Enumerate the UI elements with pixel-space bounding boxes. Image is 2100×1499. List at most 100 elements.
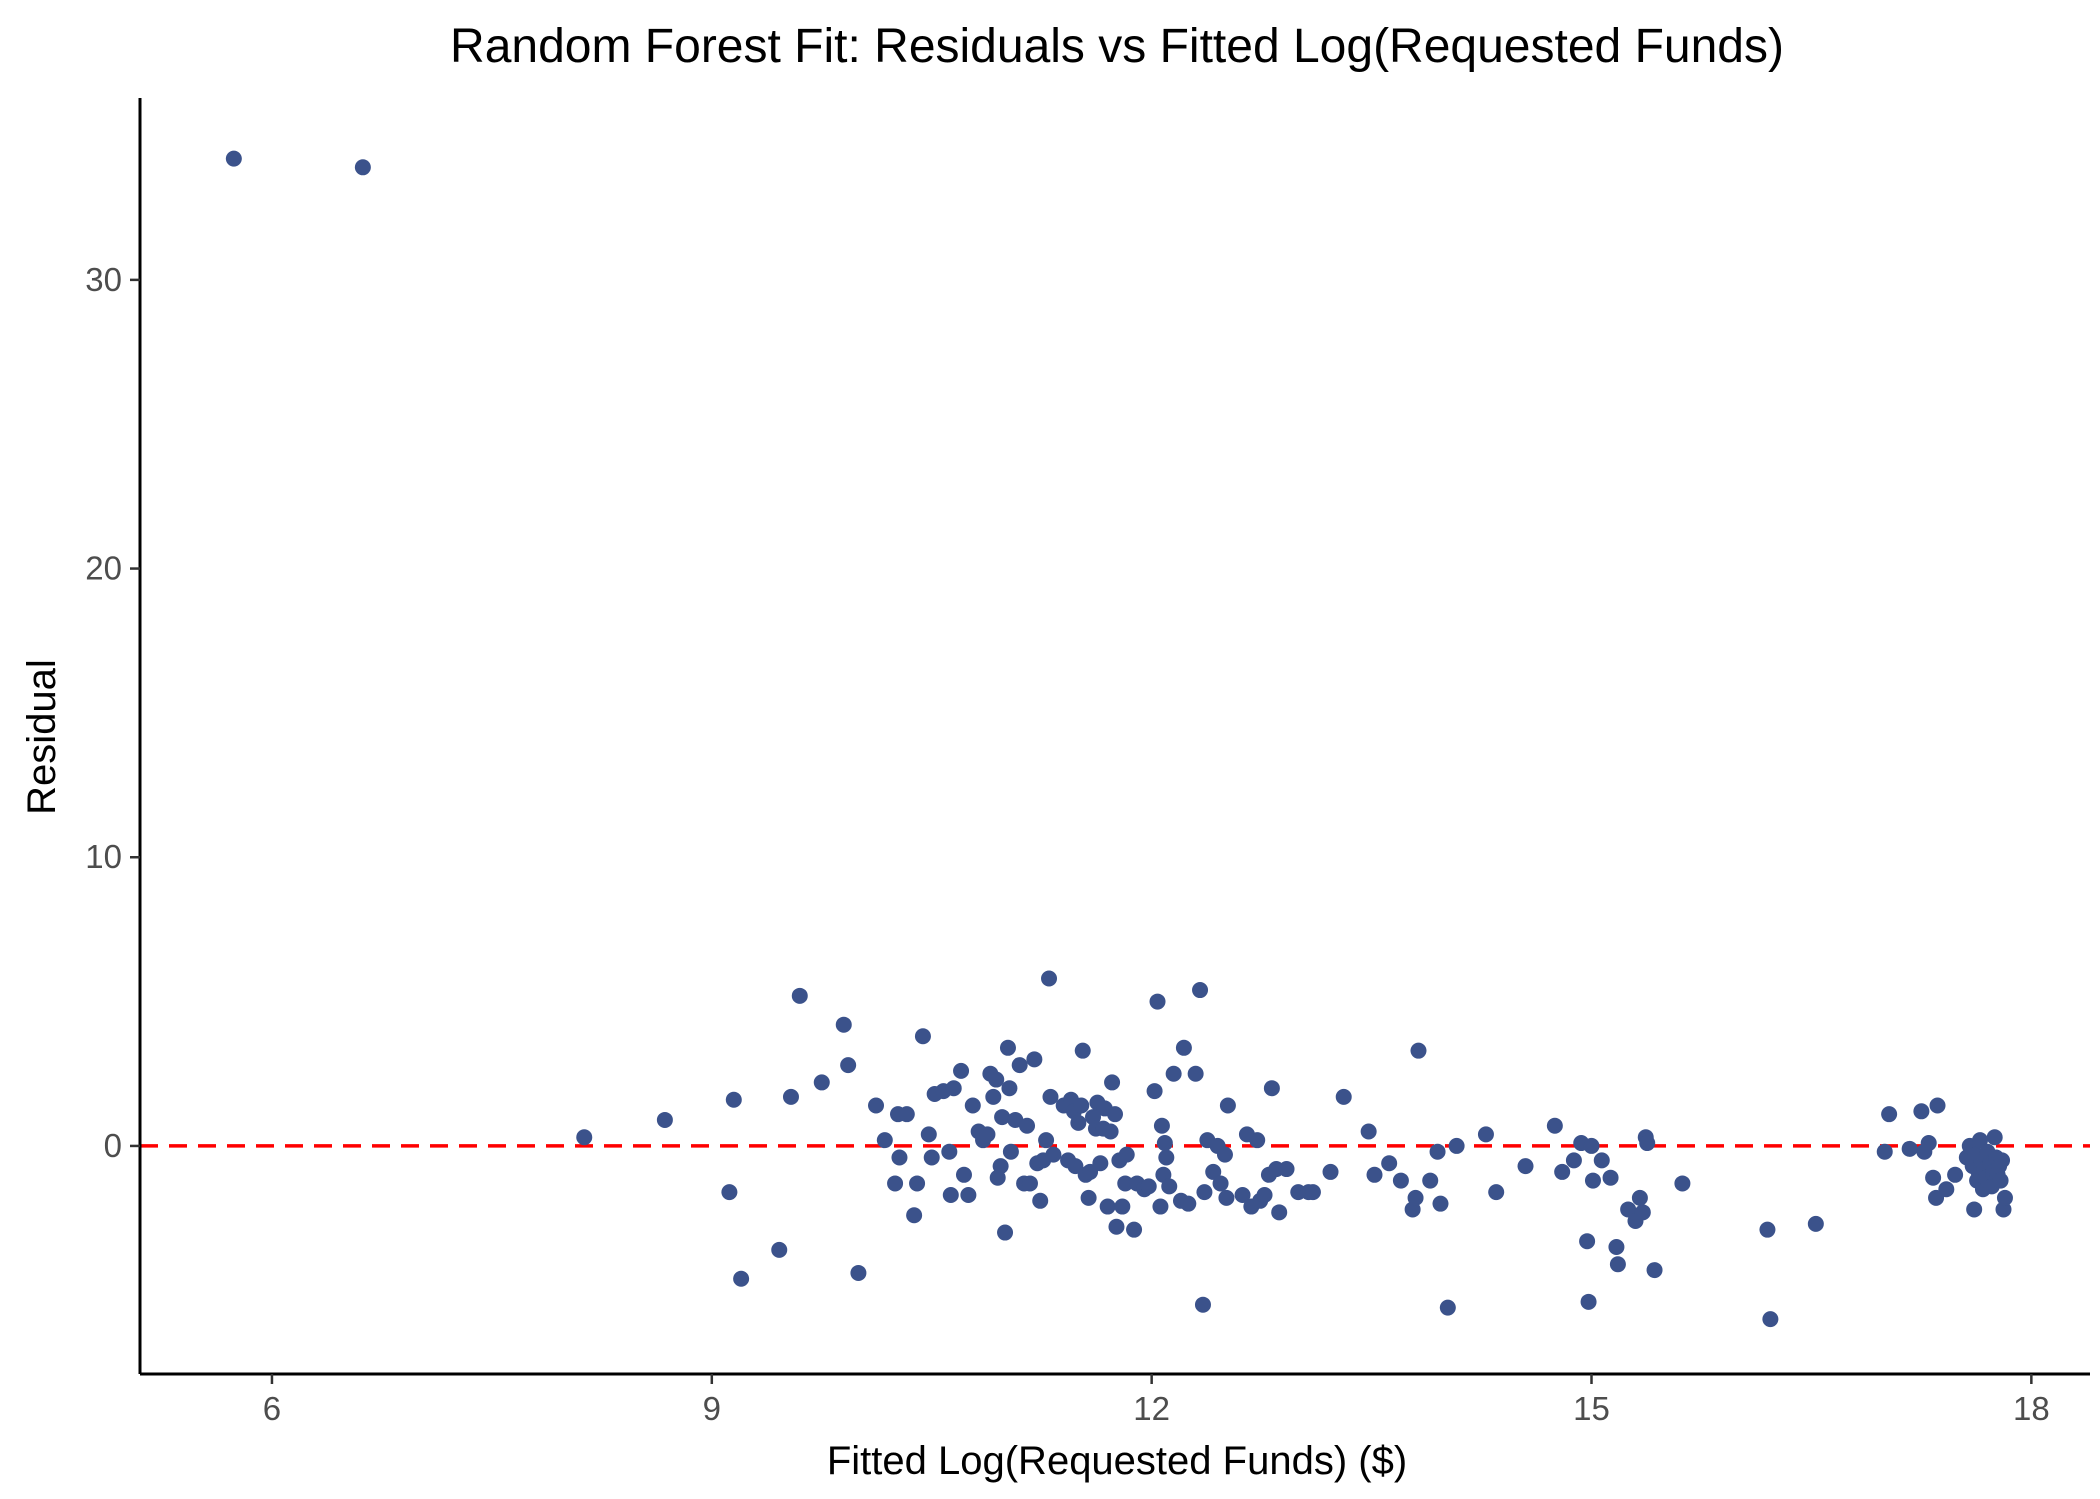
data-point — [1620, 1201, 1637, 1218]
data-point — [1074, 1042, 1091, 1059]
data-point — [1876, 1143, 1893, 1160]
data-point — [1929, 1097, 1946, 1114]
data-point — [813, 1074, 830, 1091]
data-point — [876, 1132, 893, 1149]
data-point — [1041, 970, 1058, 987]
data-point — [1410, 1042, 1427, 1059]
data-point — [1140, 1178, 1157, 1195]
data-point — [1992, 1172, 2009, 1189]
data-point — [1070, 1114, 1087, 1131]
data-point — [1938, 1181, 1955, 1198]
data-point — [1165, 1065, 1182, 1082]
data-point — [1271, 1204, 1288, 1221]
data-point — [1126, 1221, 1143, 1238]
data-point — [1584, 1172, 1601, 1189]
data-point — [1212, 1175, 1229, 1192]
data-point — [988, 1071, 1005, 1088]
data-point — [1021, 1175, 1038, 1192]
data-point — [1322, 1163, 1339, 1180]
y-tick-label: 30 — [85, 261, 122, 298]
y-axis-ticks: 0 10 20 30 — [85, 261, 140, 1164]
data-point — [979, 1126, 996, 1143]
y-tick-label: 10 — [85, 838, 122, 875]
data-point — [1360, 1123, 1377, 1140]
x-axis-label: Fitted Log(Requested Funds) ($) — [827, 1439, 1407, 1483]
data-point — [1972, 1132, 1989, 1149]
data-point — [1631, 1189, 1648, 1206]
data-point — [1996, 1189, 2013, 1206]
data-point — [960, 1187, 977, 1204]
data-point — [906, 1207, 923, 1224]
data-point — [725, 1091, 742, 1108]
data-point — [992, 1158, 1009, 1175]
data-point — [225, 150, 242, 167]
data-point — [1187, 1065, 1204, 1082]
data-point — [1249, 1132, 1266, 1149]
data-point — [1920, 1135, 1937, 1152]
data-point — [1674, 1175, 1691, 1192]
x-tick-label: 9 — [703, 1390, 721, 1427]
x-tick-label: 18 — [2013, 1390, 2050, 1427]
data-point — [994, 1109, 1011, 1126]
data-point — [1429, 1143, 1446, 1160]
data-point — [721, 1184, 738, 1201]
data-point — [1517, 1158, 1534, 1175]
data-point — [1432, 1195, 1449, 1212]
data-point — [1593, 1152, 1610, 1169]
data-point — [1107, 1106, 1123, 1123]
data-point — [576, 1129, 593, 1146]
data-point — [1073, 1097, 1090, 1114]
data-point — [1366, 1166, 1383, 1183]
data-point — [782, 1088, 799, 1105]
data-point — [1986, 1129, 2003, 1146]
data-point — [1646, 1262, 1663, 1279]
data-point — [771, 1241, 788, 1258]
data-point — [964, 1097, 981, 1114]
data-point — [914, 1028, 931, 1045]
data-point — [1579, 1233, 1596, 1250]
data-point — [1156, 1135, 1173, 1152]
data-point — [1759, 1221, 1776, 1238]
data-point — [733, 1270, 750, 1287]
data-point — [955, 1166, 972, 1183]
data-point — [1192, 982, 1209, 999]
data-point — [1448, 1137, 1465, 1154]
data-point — [1042, 1088, 1059, 1105]
data-point — [1092, 1155, 1109, 1172]
data-point — [1114, 1198, 1131, 1215]
data-point — [1019, 1117, 1036, 1134]
data-point — [1565, 1152, 1582, 1169]
data-point — [1216, 1146, 1233, 1163]
data-point — [909, 1175, 926, 1192]
data-point — [1488, 1184, 1505, 1201]
data-point — [1032, 1192, 1049, 1209]
data-point — [656, 1111, 673, 1128]
data-point — [791, 987, 808, 1004]
data-point — [1146, 1083, 1163, 1100]
x-tick-label: 15 — [1573, 1390, 1610, 1427]
data-point — [1205, 1163, 1222, 1180]
data-point — [1118, 1146, 1135, 1163]
y-tick-label: 20 — [85, 550, 122, 587]
data-point — [1609, 1256, 1626, 1273]
data-point — [945, 1080, 962, 1097]
data-point — [1925, 1169, 1942, 1186]
data-point — [354, 159, 371, 176]
data-point — [942, 1187, 959, 1204]
data-point — [1392, 1172, 1409, 1189]
data-point — [1045, 1146, 1062, 1163]
data-point — [1901, 1140, 1918, 1157]
data-point — [1099, 1198, 1116, 1215]
data-point — [985, 1088, 1002, 1105]
plot-area — [140, 150, 2090, 1328]
data-point — [1180, 1195, 1197, 1212]
data-point — [1546, 1117, 1563, 1134]
data-point — [898, 1106, 915, 1123]
data-point — [1994, 1152, 2011, 1169]
data-point — [1381, 1155, 1398, 1172]
data-point — [953, 1062, 970, 1079]
data-point — [1117, 1175, 1134, 1192]
data-point — [1161, 1178, 1178, 1195]
data-point — [1263, 1080, 1280, 1097]
data-point — [1602, 1169, 1619, 1186]
